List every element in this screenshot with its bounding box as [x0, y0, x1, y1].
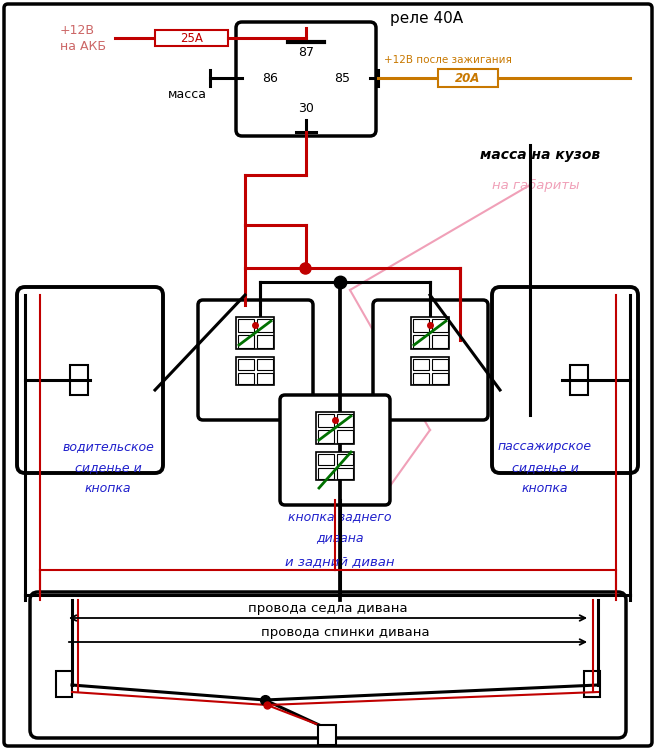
Bar: [257, 373, 273, 384]
Bar: [584, 671, 600, 697]
Bar: [337, 454, 353, 465]
Bar: [337, 414, 353, 427]
Bar: [413, 373, 429, 384]
Bar: [411, 357, 449, 385]
FancyBboxPatch shape: [30, 592, 626, 738]
Bar: [238, 319, 254, 332]
Bar: [318, 414, 334, 427]
Bar: [432, 335, 448, 348]
Bar: [438, 69, 498, 87]
Text: водительское
сиденье и
кнопка: водительское сиденье и кнопка: [62, 440, 154, 495]
Text: пассажирское
сиденье и
кнопка: пассажирское сиденье и кнопка: [498, 440, 592, 495]
Bar: [337, 468, 353, 479]
Bar: [238, 373, 254, 384]
Bar: [236, 357, 274, 385]
FancyBboxPatch shape: [373, 300, 488, 420]
Text: провода спинки дивана: провода спинки дивана: [260, 626, 429, 639]
FancyBboxPatch shape: [280, 395, 390, 505]
Bar: [413, 335, 429, 348]
Bar: [236, 317, 274, 349]
Bar: [238, 335, 254, 348]
Text: +12В после зажигания: +12В после зажигания: [384, 55, 512, 65]
Text: 86: 86: [262, 71, 278, 85]
Bar: [411, 317, 449, 349]
Bar: [413, 319, 429, 332]
Text: 87: 87: [298, 46, 314, 58]
Bar: [432, 319, 448, 332]
Text: 85: 85: [334, 71, 350, 85]
Text: и задний диван: и задний диван: [285, 555, 395, 568]
FancyBboxPatch shape: [236, 22, 376, 136]
Bar: [318, 725, 336, 745]
FancyBboxPatch shape: [4, 4, 652, 746]
Bar: [318, 430, 334, 443]
Bar: [155, 30, 228, 46]
Bar: [432, 359, 448, 370]
Bar: [257, 319, 273, 332]
Text: +12В: +12В: [60, 23, 95, 37]
Text: масса на кузов: масса на кузов: [480, 148, 600, 162]
Bar: [316, 412, 354, 444]
Bar: [56, 671, 72, 697]
Bar: [238, 359, 254, 370]
Text: реле 40А: реле 40А: [390, 10, 463, 26]
Text: масса: масса: [167, 88, 207, 101]
Bar: [318, 468, 334, 479]
FancyBboxPatch shape: [17, 287, 163, 473]
Bar: [70, 365, 88, 395]
Text: 30: 30: [298, 101, 314, 115]
FancyBboxPatch shape: [492, 287, 638, 473]
Bar: [316, 452, 354, 480]
Text: на АКБ: на АКБ: [60, 40, 106, 53]
Text: на габариты: на габариты: [493, 178, 580, 191]
Bar: [570, 365, 588, 395]
Bar: [432, 373, 448, 384]
Bar: [318, 454, 334, 465]
FancyBboxPatch shape: [198, 300, 313, 420]
Text: провода седла дивана: провода седла дивана: [248, 602, 408, 615]
Text: 25А: 25А: [180, 32, 203, 44]
Text: кнопка заднего
дивана: кнопка заднего дивана: [288, 510, 392, 544]
Bar: [257, 359, 273, 370]
Bar: [257, 335, 273, 348]
Bar: [337, 430, 353, 443]
Text: 20А: 20А: [455, 71, 481, 85]
Bar: [413, 359, 429, 370]
